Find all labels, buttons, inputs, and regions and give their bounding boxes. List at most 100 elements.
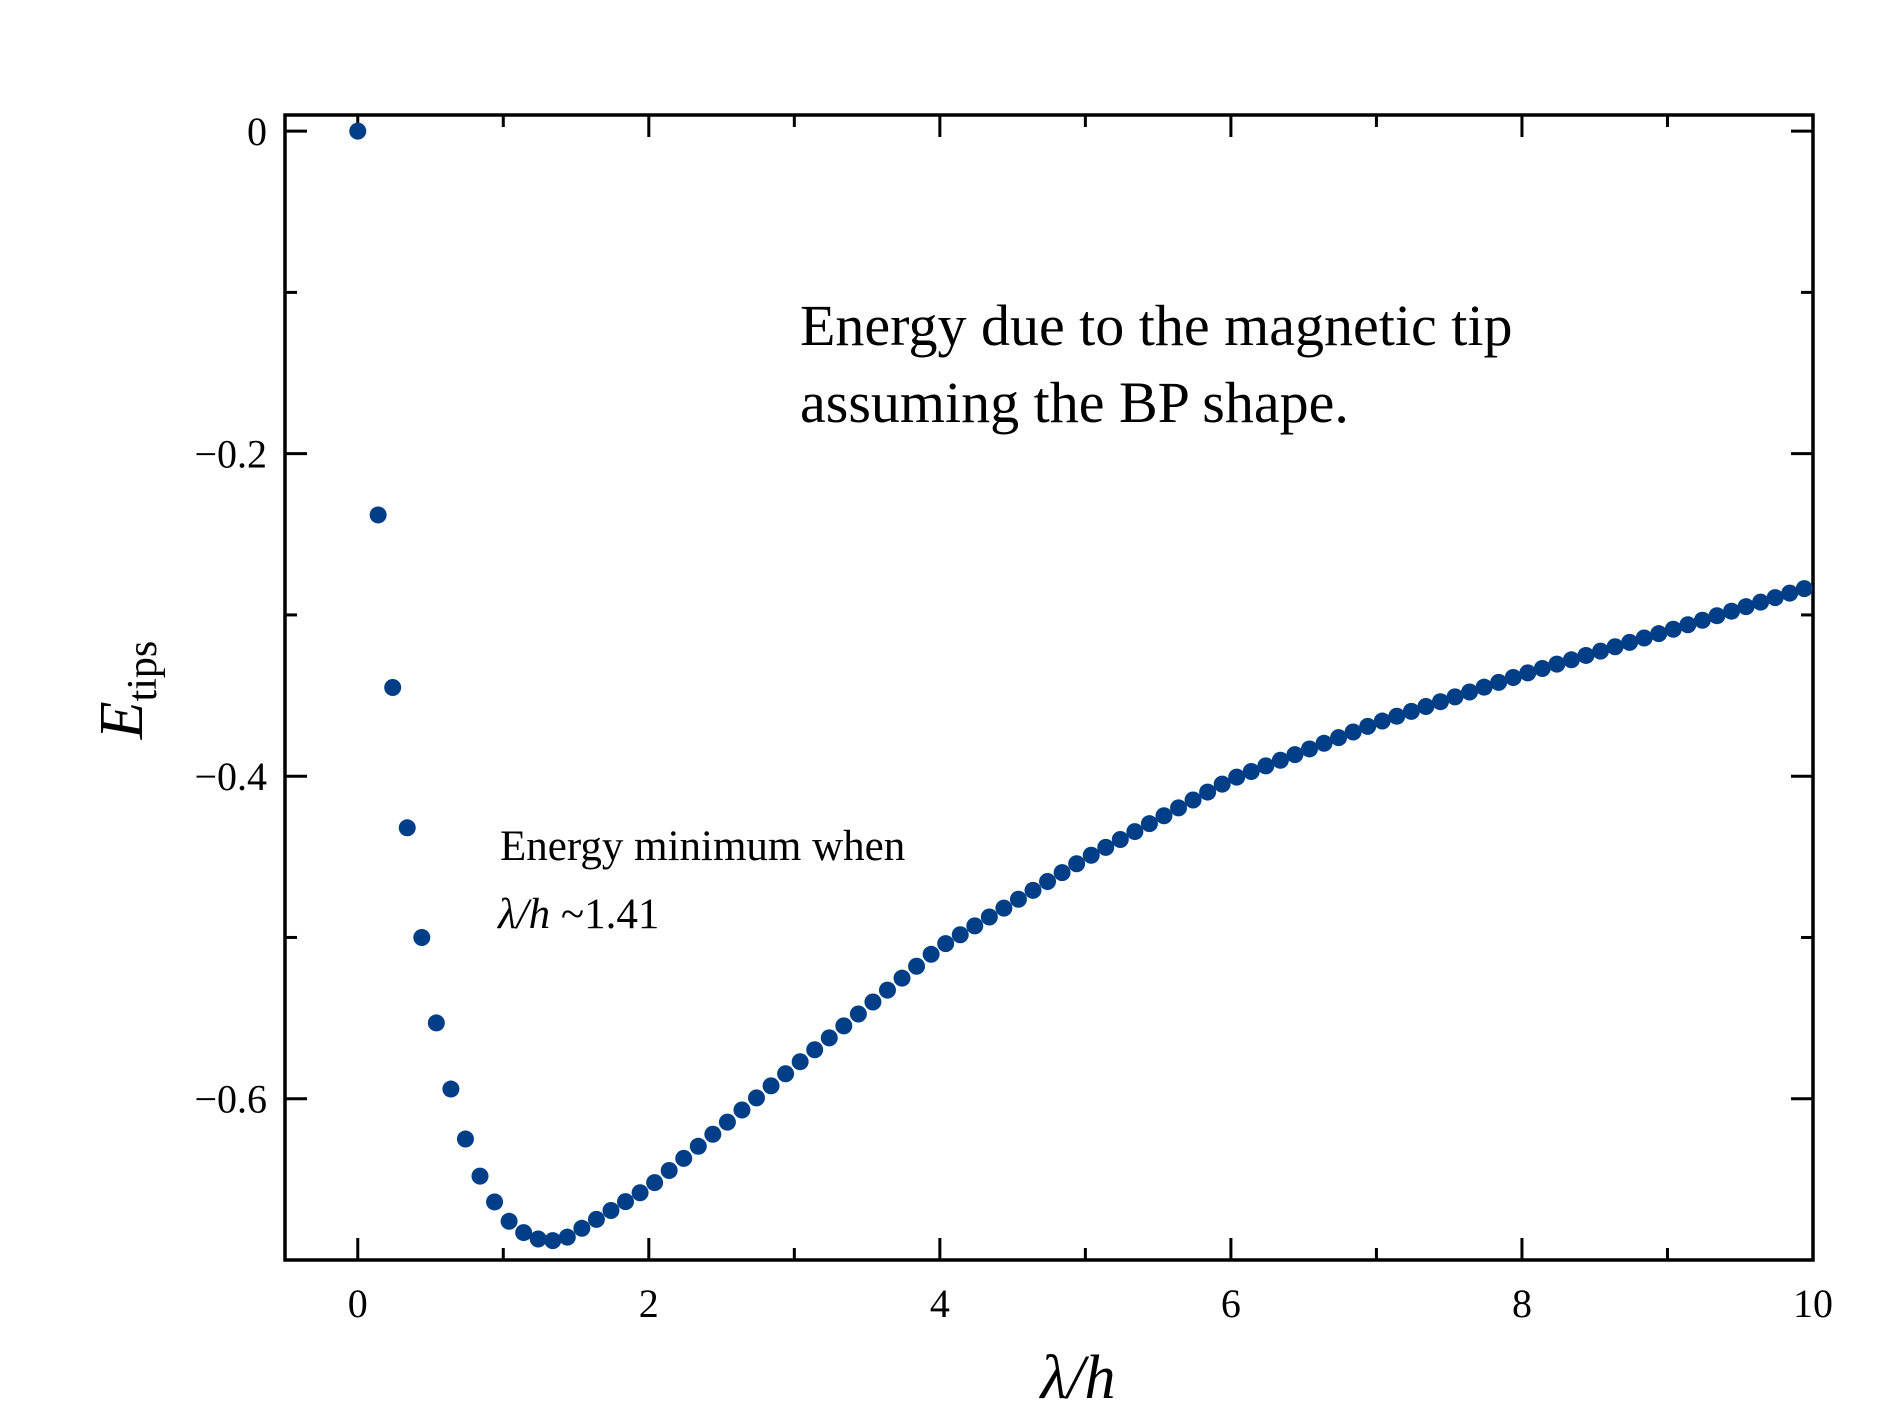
data-point (1097, 838, 1115, 856)
data-point (747, 1089, 765, 1107)
data-point (1009, 890, 1027, 908)
data-point (1737, 598, 1755, 616)
data-point (1708, 607, 1726, 625)
data-point (849, 1005, 867, 1023)
data-point (471, 1167, 489, 1185)
data-point (500, 1212, 518, 1230)
data-point (1082, 846, 1100, 864)
y-axis-label-sub: tips (120, 641, 166, 702)
data-point (398, 819, 416, 837)
data-point (544, 1232, 562, 1250)
data-point (1679, 616, 1697, 634)
data-point (413, 928, 431, 946)
data-point (486, 1193, 504, 1211)
data-point (878, 981, 896, 999)
data-point (1752, 593, 1770, 611)
y-tick-label: −0.2 (194, 432, 267, 477)
annotation-minimum-line-2: λ/h ~1.41 (496, 891, 659, 938)
x-tick-label: 2 (639, 1281, 659, 1326)
data-point (442, 1080, 460, 1098)
data-point (1257, 757, 1275, 775)
data-point (718, 1113, 736, 1131)
data-point (1402, 702, 1420, 720)
data-point (1126, 823, 1144, 841)
data-point (1446, 688, 1464, 706)
data-point (791, 1053, 809, 1071)
data-point (1373, 712, 1391, 730)
data-point (1650, 625, 1668, 643)
data-point (602, 1202, 620, 1220)
y-axis-label: Etips (88, 641, 166, 741)
data-point (1024, 881, 1042, 899)
data-point (369, 506, 387, 524)
data-point (1548, 655, 1566, 673)
data-point (1519, 664, 1537, 682)
axis-ticks (285, 115, 1815, 1260)
data-point (456, 1130, 474, 1148)
data-point (1562, 651, 1580, 669)
data-point (1300, 740, 1318, 758)
data-point (1490, 673, 1508, 691)
annotation-minimum-math: λ/h (496, 891, 550, 938)
data-point (1766, 589, 1784, 607)
x-tick-label: 10 (1793, 1281, 1833, 1326)
data-point (1228, 768, 1246, 786)
data-point (1504, 669, 1522, 687)
data-point (1271, 751, 1289, 769)
data-point (1606, 638, 1624, 656)
data-point (1170, 799, 1188, 817)
annotation-minimum-line-1: Energy minimum when (500, 823, 905, 870)
x-tick-label: 0 (348, 1281, 368, 1326)
data-point (777, 1065, 795, 1083)
annotation-title-line-2: assuming the BP shape. (800, 370, 1349, 435)
data-point (864, 993, 882, 1011)
x-tick-label: 6 (1221, 1281, 1241, 1326)
data-point (631, 1184, 649, 1202)
data-point (384, 679, 402, 696)
data-point (835, 1017, 853, 1035)
data-point (515, 1224, 533, 1242)
data-point (349, 122, 367, 140)
x-tick-label: 4 (930, 1281, 950, 1326)
data-point (1577, 646, 1595, 664)
data-point (1388, 707, 1406, 725)
data-point (529, 1230, 547, 1248)
data-point (733, 1101, 751, 1119)
data-point (1693, 611, 1711, 629)
annotation-title-line-1: Energy due to the magnetic tip (800, 293, 1512, 358)
data-point (1635, 629, 1653, 647)
data-point (689, 1137, 707, 1155)
data-point (820, 1029, 838, 1047)
data-point (1213, 775, 1231, 793)
y-tick-label: −0.6 (194, 1077, 267, 1122)
data-point (995, 899, 1013, 917)
data-point (1344, 723, 1362, 741)
data-point (1417, 698, 1435, 716)
data-point (1533, 660, 1551, 678)
data-point (660, 1161, 678, 1179)
data-point (646, 1174, 664, 1192)
data-point (1315, 734, 1333, 752)
data-point (617, 1193, 635, 1211)
data-point (1359, 717, 1377, 735)
data-point (1068, 855, 1086, 873)
data-point (966, 917, 984, 935)
data-point (1723, 602, 1741, 620)
data-points (349, 122, 1813, 1250)
x-tick-label: 8 (1512, 1281, 1532, 1326)
annotation-minimum-value: ~1.41 (550, 891, 659, 938)
data-point (573, 1219, 591, 1237)
data-point (806, 1041, 824, 1059)
axes-frame (283, 113, 1815, 1262)
data-point (951, 926, 969, 944)
data-point (1475, 678, 1493, 696)
data-point (427, 1014, 445, 1032)
data-point (1781, 584, 1799, 602)
data-point (1461, 683, 1479, 701)
data-point (762, 1077, 780, 1095)
y-tick-label: 0 (247, 109, 267, 154)
data-point (1621, 633, 1639, 651)
data-point (1330, 729, 1348, 747)
x-axis-label: λ/h (1038, 1344, 1115, 1412)
